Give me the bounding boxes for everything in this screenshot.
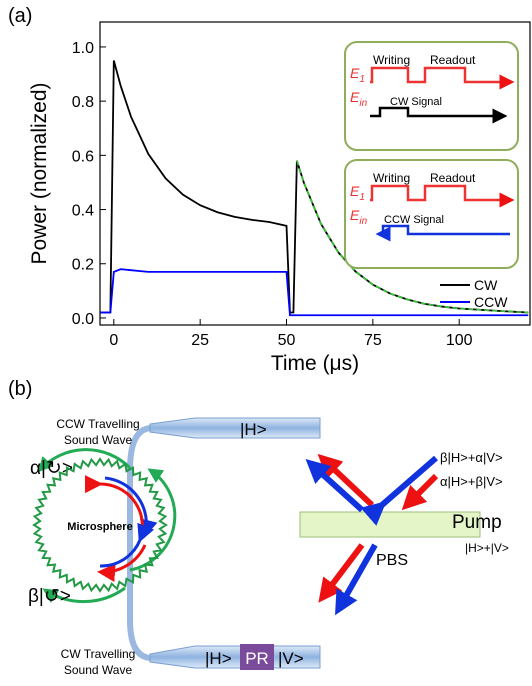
- symbol-sub: in: [359, 98, 367, 109]
- label: Microsphere: [67, 521, 132, 533]
- label: CW Travelling: [61, 647, 136, 661]
- port: PR: [245, 649, 269, 668]
- state: β|↺>: [28, 586, 71, 607]
- x-tick-label: 50: [278, 332, 296, 349]
- fiber: [127, 425, 153, 661]
- state: |H>+|V>: [465, 541, 509, 555]
- y-tick-label: 0.2: [72, 257, 94, 274]
- light-arrow: [97, 544, 147, 582]
- y-tick-label: 1.0: [72, 40, 94, 57]
- inset-label: Readout: [430, 53, 476, 67]
- y-tick-label: 0.4: [72, 203, 94, 220]
- beam-arrow: [335, 543, 378, 616]
- symbol: E: [350, 183, 360, 199]
- x-tick-label: 25: [191, 332, 209, 349]
- beam-arrow: [305, 458, 365, 513]
- symbol-sub: in: [359, 216, 367, 227]
- line: [100, 268, 529, 317]
- panel-label: (a): [8, 5, 32, 27]
- panel-label: (b): [8, 378, 32, 400]
- label: PBS: [376, 552, 408, 569]
- fiber-tip: [149, 645, 321, 669]
- y-tick-label: 0.0: [72, 311, 94, 328]
- pulse-train: [370, 184, 515, 208]
- wave-arrow: [37, 448, 132, 473]
- x-tick-label: 100: [446, 332, 473, 349]
- label: Sound Wave: [64, 663, 133, 677]
- symbol: E: [350, 65, 360, 81]
- beam-arrow: [401, 473, 439, 511]
- pulse-train: [370, 66, 515, 90]
- label: Pump: [452, 512, 502, 533]
- symbol: E: [350, 89, 360, 105]
- port: |V>: [278, 649, 304, 668]
- beam-arrow: [360, 455, 438, 526]
- symbol-sub: 1: [359, 192, 365, 203]
- inset-label: Writing: [373, 171, 410, 185]
- x-axis-label: Time (μs): [271, 352, 359, 375]
- y-tick-label: 0.8: [72, 94, 94, 111]
- x-tick-label: 0: [109, 332, 118, 349]
- inset-label: Readout: [430, 171, 476, 185]
- symbol-sub: 1: [359, 74, 365, 85]
- inset-label: CW Signal: [390, 96, 442, 108]
- diagram: CCW Travelling Sound Wave CW Travelling …: [28, 417, 509, 677]
- x-tick-label: 75: [364, 332, 382, 349]
- legend-label: CCW: [474, 294, 508, 310]
- symbol: E: [350, 207, 360, 223]
- signal-line: [370, 106, 508, 124]
- beam-arrow: [318, 543, 365, 603]
- inset-symbol: Ein: [350, 207, 368, 227]
- state: α|H>+β|V>: [440, 474, 503, 489]
- inset-symbol: E1: [350, 183, 365, 203]
- fiber-tip: [149, 417, 321, 439]
- line: [296, 160, 529, 314]
- wave-arrow: [42, 586, 126, 604]
- y-tick-label: 0.6: [72, 148, 94, 165]
- legend-label: CW: [474, 277, 498, 293]
- plot-frame: [99, 21, 531, 326]
- chart: 0.0 0.2 0.4 0.6 0.8 1.0 0 25 50 75 100 Time (μs) Pow…: [28, 21, 531, 375]
- y-axis-label: Power (normalized): [28, 82, 51, 264]
- inset-symbol: E1: [350, 65, 365, 85]
- microsphere-ring: [32, 457, 168, 593]
- pr-box: [240, 644, 274, 670]
- inset-label: Writing: [373, 53, 410, 67]
- signal-line: [375, 224, 510, 242]
- port: |H>: [205, 649, 232, 668]
- inset-symbol: Ein: [350, 89, 368, 109]
- inset-label: CCW Signal: [384, 214, 444, 226]
- state: β|H>+α|V>: [440, 450, 503, 465]
- pbs-box: [299, 511, 481, 538]
- light-arrow: [99, 522, 155, 568]
- label: Sound Wave: [64, 433, 133, 447]
- port: |H>: [240, 420, 267, 439]
- label: CCW Travelling: [56, 417, 139, 431]
